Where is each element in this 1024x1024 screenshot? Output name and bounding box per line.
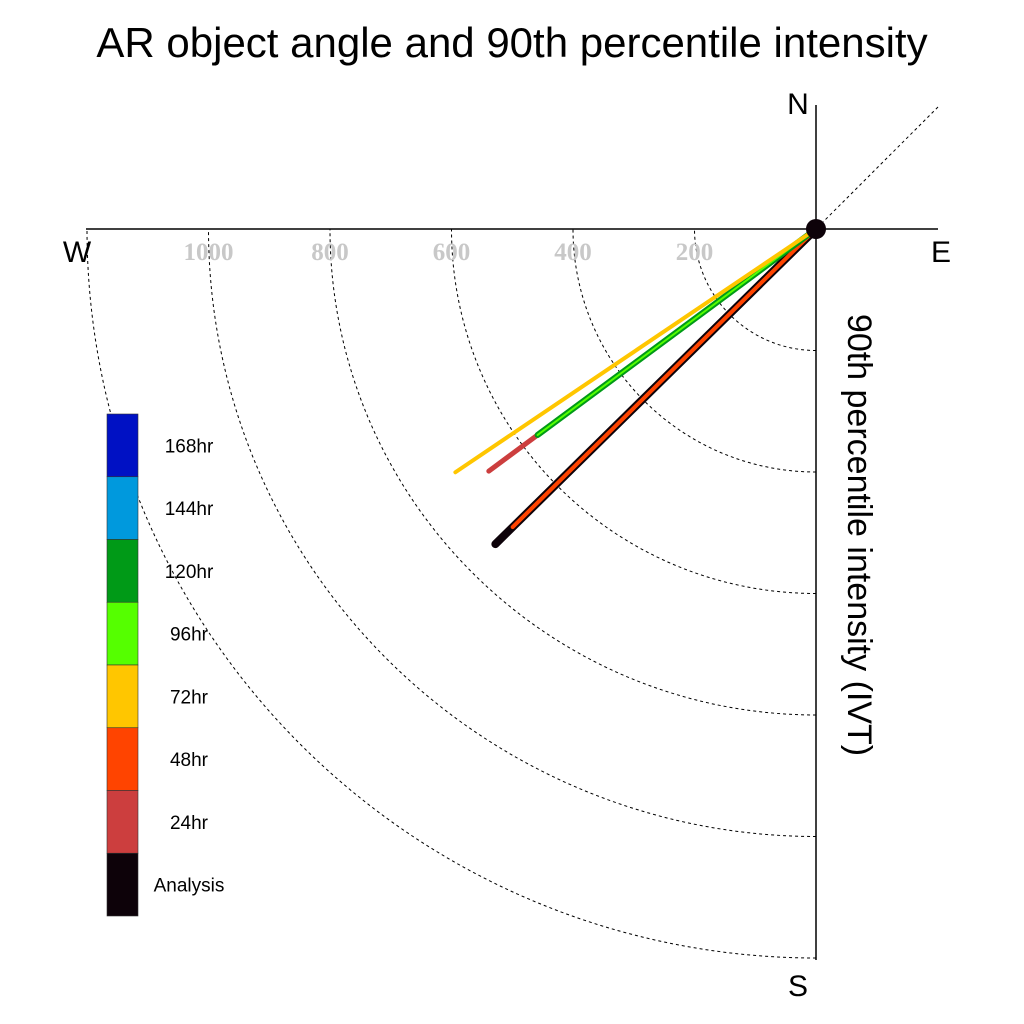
radial-axis-label: 90th percentile intensity (IVT) — [840, 314, 878, 756]
grid-arc-800 — [329, 228, 817, 716]
grid-arc-outer — [86, 228, 817, 959]
legend-label-72hr: 72hr — [170, 687, 209, 708]
compass-south-label: S — [788, 970, 808, 1003]
legend-label-120hr: 120hr — [165, 562, 214, 583]
diagonal-reference-line — [815, 106, 939, 230]
legend-swatch-144hr — [106, 476, 139, 540]
grid-arc-600 — [451, 228, 817, 594]
series-line-72hr — [453, 227, 818, 475]
legend-swatch-analysis — [106, 852, 139, 917]
compass-east-label: E — [931, 236, 951, 269]
legend-swatch-24hr — [106, 790, 139, 854]
origin-marker — [806, 219, 826, 239]
series-lines — [453, 225, 820, 549]
grid-arc-200 — [694, 228, 817, 351]
radial-tick-label-600: 600 — [433, 239, 471, 266]
radial-tick-label-200: 200 — [676, 239, 714, 266]
compass-north-label: N — [787, 88, 809, 121]
grid-arc-400 — [572, 228, 817, 473]
legend-swatch-168hr — [106, 413, 139, 478]
compass-west-label: W — [63, 236, 92, 269]
grid-arc-1000 — [208, 228, 817, 837]
series-line-96hr — [536, 228, 817, 436]
legend-label-analysis: Analysis — [154, 876, 225, 897]
legend-label-168hr: 168hr — [165, 436, 214, 457]
radial-tick-labels: 200 400 600 800 1000 — [184, 239, 714, 266]
legend-label-24hr: 24hr — [170, 813, 209, 834]
legend-swatch-72hr — [106, 664, 139, 729]
legend-label-48hr: 48hr — [170, 750, 209, 771]
legend-label-144hr: 144hr — [165, 499, 214, 520]
legend-swatch-120hr — [106, 539, 139, 603]
radial-tick-label-800: 800 — [311, 239, 349, 266]
polar-grid — [86, 228, 817, 959]
chart-title: AR object angle and 90th percentile inte… — [96, 19, 927, 66]
legend: 168hr 144hr 120hr 96hr 72hr 48hr 24hr Analysis — [106, 413, 225, 917]
radial-tick-label-1000: 1000 — [184, 239, 234, 266]
legend-swatch-48hr — [106, 727, 139, 791]
legend-swatch-96hr — [106, 601, 139, 666]
series-line-48hr — [510, 227, 818, 530]
radial-tick-label-400: 400 — [554, 239, 592, 266]
legend-label-96hr: 96hr — [170, 625, 209, 646]
